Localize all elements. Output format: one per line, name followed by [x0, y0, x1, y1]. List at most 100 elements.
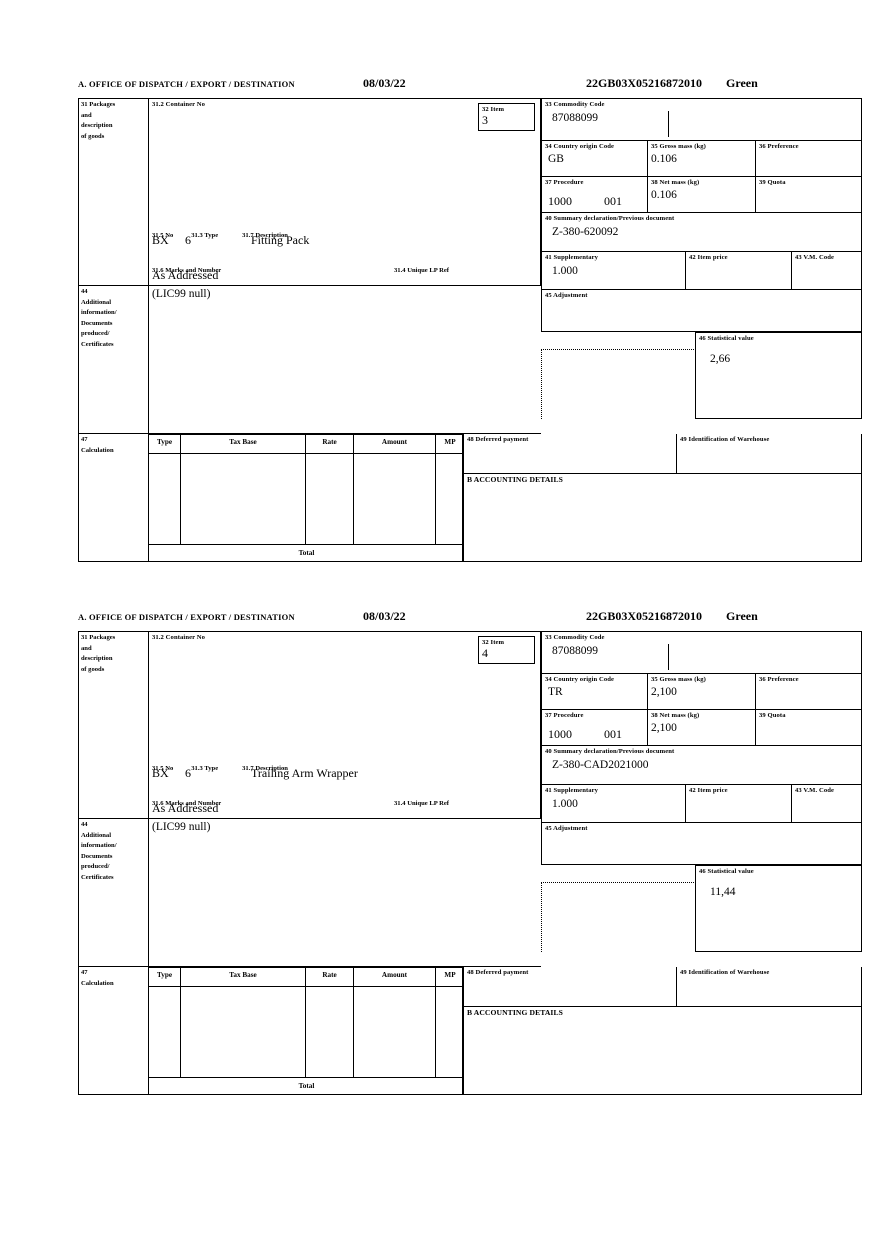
box-44-label: 44 Additional information/ Documents pro…: [78, 286, 148, 434]
box-44-label-line-5: Certificates: [81, 340, 114, 348]
box-31-label: 31 Packages and description of goods: [78, 632, 148, 819]
sad-form-item-4: A. OFFICE OF DISPATCH / EXPORT / DESTINA…: [78, 609, 862, 1095]
box-35-gross-mass: 35 Gross mass (kg) 0.106: [648, 141, 756, 177]
box-31-2-container-no-label: 31.2 Container No: [152, 101, 206, 108]
box-36-value: [756, 684, 861, 686]
box-31-label-line-2: description: [81, 122, 113, 130]
box-40-label: 40 Summary declaration/Previous document: [545, 215, 675, 222]
box-48-deferred-payment: 48 Deferred payment: [463, 434, 677, 474]
box-45-label: 45 Adjustment: [545, 292, 588, 299]
box-47-col-amount: Amount: [354, 968, 436, 987]
box-b-label: B ACCOUNTING DETAILS: [467, 1008, 563, 1017]
box-47-label-line-0: 47: [81, 969, 88, 976]
box-43-label: 43 V.M. Code: [795, 254, 835, 261]
box-49-identification-of-warehouse: 49 Identification of Warehouse: [677, 434, 862, 474]
box-37-label: 37 Procedure: [545, 179, 584, 186]
box-48-deferred-payment: 48 Deferred payment: [463, 967, 677, 1007]
box-47-total-row: Total: [149, 545, 464, 563]
box-38-label: 38 Net mass (kg): [651, 712, 700, 719]
box-41-label: 41 Supplementary: [545, 787, 599, 794]
box-31-label-line-0: 31 Packages: [81, 101, 116, 108]
box-44-label-line-0: 44: [81, 821, 88, 828]
box-47-col-tax-base: Tax Base: [181, 435, 306, 454]
box-47-col-type: Type: [149, 968, 181, 987]
box-31-label-line-2: description: [81, 655, 113, 663]
box-39-value: [756, 720, 861, 722]
box-34-value: GB: [548, 153, 564, 166]
box-45-label: 45 Adjustment: [545, 825, 588, 832]
box-31-7-description-value: Trailing Arm Wrapper: [251, 766, 358, 780]
box-31-7-description-label: 31.7 Description: [242, 765, 288, 772]
box-49-label: 49 Identification of Warehouse: [680, 436, 770, 443]
box-37-procedure: 37 Procedure 1000 001: [541, 177, 648, 213]
box-44-label-line-5: Certificates: [81, 873, 114, 881]
box-49-label: 49 Identification of Warehouse: [680, 969, 770, 976]
box-31-3-type-value: 6: [185, 233, 191, 247]
box-34-label: 34 Country origin Code: [545, 143, 615, 150]
box-47-col-type: Type: [149, 435, 181, 454]
box-44-label-line-4: produced/: [81, 863, 110, 871]
box-41-value: 1.000: [552, 265, 578, 278]
box-46-value: 11,44: [710, 886, 736, 899]
box-47-col-tax-base-label: Tax Base: [229, 438, 257, 446]
box-33-value: 87088099: [552, 645, 598, 658]
box-42-label: 42 Item price: [689, 787, 728, 794]
box-46-label: 46 Statistical value: [699, 868, 754, 875]
box-33-value: 87088099: [552, 112, 598, 125]
form-header: A. OFFICE OF DISPATCH / EXPORT / DESTINA…: [78, 609, 862, 631]
box-42-label: 42 Item price: [689, 254, 728, 261]
box-47-label-line-0: 47: [81, 436, 88, 443]
box-47-body-type: [149, 987, 181, 1078]
box-35-value: 0.106: [651, 153, 677, 166]
box-31-label-line-1: and: [81, 111, 92, 119]
box-31-5-no-label: 31.5 No: [152, 765, 174, 772]
box-31-6-marks-value: As Addressed: [152, 801, 219, 815]
box-31-3-type-label: 31.3 Type: [191, 765, 219, 772]
box-b-accounting-details: B ACCOUNTING DETAILS: [463, 474, 862, 562]
box-44-value: (LIC99 null): [152, 288, 211, 300]
box-49-identification-of-warehouse: 49 Identification of Warehouse: [677, 967, 862, 1007]
box-44-label-line-3: Documents: [81, 319, 113, 327]
box-47-label: 47 Calculation: [78, 967, 148, 1095]
box-36-preference: 36 Preference: [756, 674, 862, 710]
declaration-date: 08/03/22: [363, 609, 406, 623]
box-44-label-line-1: Additional: [81, 831, 112, 839]
box-31-3-type-label: 31.3 Type: [191, 232, 219, 239]
box-44-label-line-3: Documents: [81, 852, 113, 860]
box-42-item-price: 42 Item price: [686, 252, 792, 290]
box-47-body-mp: [436, 987, 464, 1078]
box-40-label: 40 Summary declaration/Previous document: [545, 748, 675, 755]
box-45-adjustment: 45 Adjustment: [541, 823, 862, 865]
box-47-col-type-label: Type: [156, 971, 173, 979]
box-47-col-mp: MP: [436, 968, 464, 987]
box-37-procedure: 37 Procedure 1000 001: [541, 710, 648, 746]
box-48-label: 48 Deferred payment: [467, 969, 529, 976]
form-header: A. OFFICE OF DISPATCH / EXPORT / DESTINA…: [78, 76, 862, 98]
box-44-label-line-1: Additional: [81, 298, 112, 306]
box-33-label: 33 Commodity Code: [545, 101, 605, 108]
box-34-label: 34 Country origin Code: [545, 676, 615, 683]
box-37-label: 37 Procedure: [545, 712, 584, 719]
box-43-label: 43 V.M. Code: [795, 787, 835, 794]
box-31-5-no-label: 31.5 No: [152, 232, 174, 239]
box-31-2-container-no-label: 31.2 Container No: [152, 634, 206, 641]
box-33-commodity-code: 33 Commodity Code 87088099: [541, 99, 862, 141]
sad-form-item-3: A. OFFICE OF DISPATCH / EXPORT / DESTINA…: [78, 76, 862, 563]
box-41-label: 41 Supplementary: [545, 254, 599, 261]
box-47-calculation-table: Type Tax Base Rate Amount MP: [148, 967, 464, 1095]
box-32-item: 32 Item 4: [478, 636, 535, 664]
box-44-content: (LIC99 null): [148, 286, 541, 434]
box-36-label: 36 Preference: [759, 143, 799, 150]
office-of-dispatch-label: A. OFFICE OF DISPATCH / EXPORT / DESTINA…: [78, 79, 295, 89]
box-46-dotted-left: [541, 882, 542, 952]
box-40-summary-declaration: 40 Summary declaration/Previous document…: [541, 213, 862, 252]
box-44-label: 44 Additional information/ Documents pro…: [78, 819, 148, 967]
box-35-gross-mass: 35 Gross mass (kg) 2,100: [648, 674, 756, 710]
box-38-net-mass: 38 Net mass (kg) 0.106: [648, 177, 756, 213]
box-44-label-line-0: 44: [81, 288, 88, 295]
box-34-country-origin-code: 34 Country origin Code GB: [541, 141, 648, 177]
box-34-country-origin-code: 34 Country origin Code TR: [541, 674, 648, 710]
box-31-6-marks-label: 31.6 Marks and Number: [152, 800, 222, 807]
box-44-label-line-2: information/: [81, 309, 117, 317]
box-47-label: 47 Calculation: [78, 434, 148, 562]
